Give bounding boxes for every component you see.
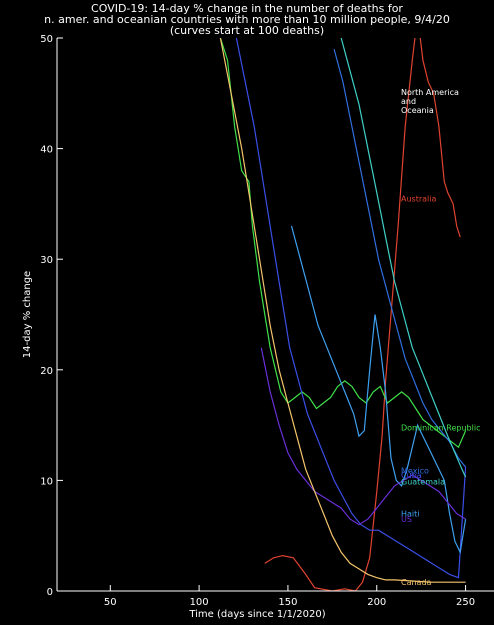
region-note: North America and Oceania — [401, 88, 459, 115]
series-line-5 — [290, 225, 467, 555]
series-label-4: Guatemala — [401, 478, 445, 487]
x-tick-label-0: 50 — [104, 597, 117, 608]
y-tick-label-5: 50 — [40, 34, 53, 45]
y-tick-label-1: 10 — [40, 476, 53, 487]
series-label-2: Cuba — [401, 471, 422, 480]
y-axis-label: 14-day % change — [22, 271, 33, 358]
y-tick-label-0: 0 — [47, 587, 53, 598]
x-tick-label-1: 100 — [190, 597, 209, 608]
series-line-7 — [219, 38, 466, 583]
region-note-line-3: Oceania — [401, 106, 434, 115]
x-tick-label-3: 200 — [367, 597, 386, 608]
chart-title-line-2: n. amer. and oceanian countries with mor… — [44, 13, 450, 26]
x-tick-label-4: 250 — [456, 597, 475, 608]
series-line-1 — [219, 38, 467, 449]
series-label-3: Mexico — [401, 466, 429, 475]
series-line-2 — [235, 38, 467, 579]
series-label-6: US — [401, 515, 412, 524]
series-line-3 — [333, 48, 467, 468]
y-tick-label-3: 30 — [40, 255, 53, 266]
region-note-line-1: North America — [401, 88, 459, 97]
chart-title-line-1: COVID-19: 14-day % change in the number … — [91, 2, 403, 15]
series-line-0 — [264, 38, 461, 591]
y-tick-label-4: 40 — [40, 145, 53, 156]
series-label-1: Dominican Republic — [401, 423, 480, 432]
x-axis-label: Time (days since 1/1/2020) — [188, 609, 325, 620]
series-line-6 — [260, 347, 466, 526]
region-note-line-2: and — [401, 97, 417, 106]
chart-subtitle: (curves start at 100 deaths) — [169, 24, 325, 37]
x-tick-label-2: 150 — [278, 597, 297, 608]
series-label-7: Canada — [401, 578, 432, 587]
y-tick-label-2: 20 — [40, 366, 53, 377]
series-line-4 — [340, 38, 467, 478]
series-label-0: Australia — [401, 194, 436, 203]
series-label-5: Haiti — [401, 510, 420, 519]
